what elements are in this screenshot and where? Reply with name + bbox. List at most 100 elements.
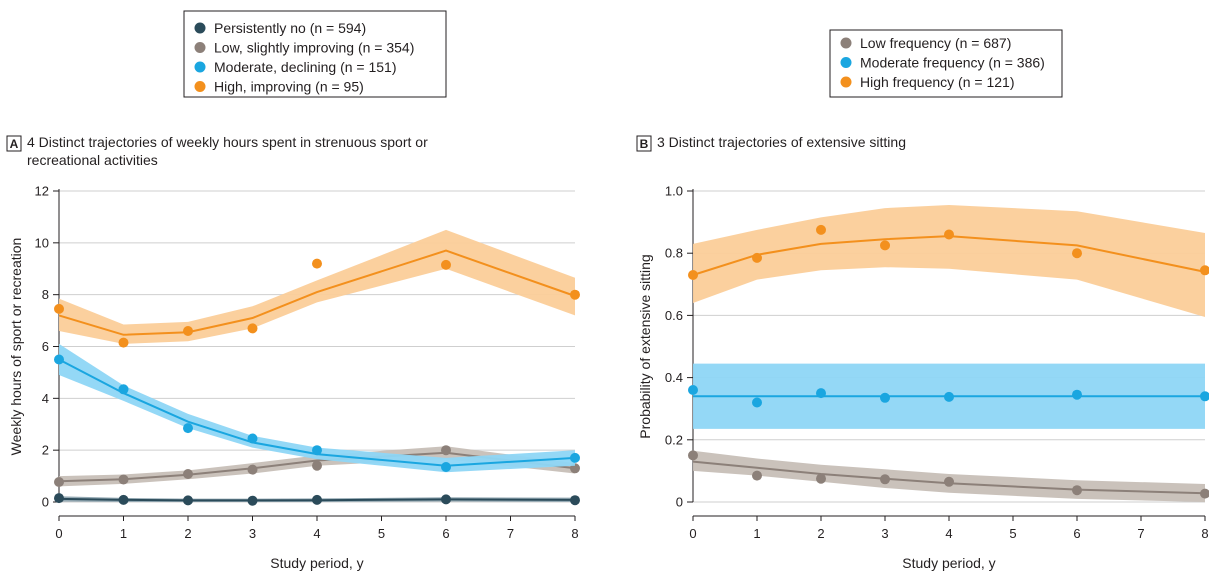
x-tick-label: 0: [689, 526, 696, 541]
panel-badge: [6, 135, 22, 152]
data-point: [441, 445, 451, 456]
x-tick-label: 7: [1137, 526, 1144, 541]
data-point: [752, 397, 762, 408]
x-tick-label: 0: [55, 526, 62, 541]
data-point: [441, 462, 451, 472]
legend-marker: [840, 57, 852, 68]
data-point: [118, 337, 129, 348]
legend-marker: [194, 42, 206, 53]
legend-marker: [194, 81, 206, 92]
chart-title-line: recreational activities: [27, 152, 158, 168]
data-point: [816, 473, 826, 484]
x-axis: 0 1 2 3 4 5 6 7 8: [689, 515, 1209, 541]
legend-box: [829, 29, 1063, 98]
data-point: [570, 495, 580, 506]
legend-marker: [840, 76, 852, 88]
data-point: [688, 270, 698, 280]
data-point: [1072, 248, 1082, 259]
data-point: [247, 323, 258, 334]
chart-panel-b: Low frequency (n = 687) Moderate frequenc…: [636, 29, 1209, 571]
data-point: [247, 464, 258, 475]
panel-letter: B: [640, 137, 649, 151]
data-point: [183, 469, 193, 479]
y-tick-label: 8: [42, 287, 49, 302]
x-tick-label: 8: [1201, 526, 1208, 541]
series-dark: [54, 493, 580, 506]
x-tick-label: 6: [1073, 526, 1080, 541]
y-tick-label: 6: [42, 339, 49, 354]
legend-entry: Low, slightly improving (n = 354): [214, 40, 414, 56]
legend-marker: [194, 22, 206, 34]
data-point: [880, 474, 890, 485]
legend-entry: High, improving (n = 95): [214, 79, 364, 95]
y-tick-label: 0: [676, 495, 683, 510]
confidence-band: [693, 205, 1205, 317]
data-point: [1072, 485, 1082, 496]
data-point: [1072, 389, 1082, 400]
legend: Low frequency (n = 687) Moderate frequenc…: [829, 29, 1063, 98]
data-point: [816, 388, 826, 399]
series-orange: [688, 205, 1209, 317]
data-point: [752, 252, 762, 263]
y-tick-label: 0: [42, 495, 49, 510]
data-point: [441, 494, 451, 505]
data-point: [183, 495, 193, 506]
y-tick-label: 10: [35, 235, 49, 250]
data-point: [247, 433, 258, 444]
legend-entry: Moderate frequency (n = 386): [860, 55, 1045, 71]
data-point: [944, 229, 954, 240]
legend: Persistently no (n = 594) Low, slightly i…: [183, 10, 447, 98]
y-tick-label: 1.0: [665, 184, 683, 199]
legend-entry: High frequency (n = 121): [860, 74, 1014, 90]
y-axis-label: Weekly hours of sport or recreation: [8, 238, 24, 456]
legend-entry: Moderate, declining (n = 151): [214, 59, 397, 75]
data-point: [944, 476, 954, 487]
data-point: [1200, 488, 1209, 499]
x-tick-label: 7: [507, 526, 514, 541]
data-point: [54, 303, 64, 314]
data-point: [880, 392, 890, 403]
chart-panel-a: Persistently no (n = 594) Low, slightly i…: [6, 10, 580, 571]
y-tick-label: 4: [42, 391, 49, 406]
x-tick-label: 2: [184, 526, 191, 541]
data-point: [880, 240, 890, 251]
y-tick-label: 12: [35, 184, 49, 199]
data-point: [441, 259, 451, 270]
legend-entry: Persistently no (n = 594): [214, 20, 366, 36]
legend-marker: [194, 61, 206, 73]
y-axis-label: Probability of extensive sitting: [637, 254, 653, 438]
x-tick-label: 3: [249, 526, 256, 541]
data-point: [312, 494, 322, 505]
x-tick-label: 1: [120, 526, 127, 541]
data-point: [1200, 265, 1209, 276]
series-gray: [54, 445, 580, 487]
panel-letter: A: [10, 137, 19, 151]
data-point: [183, 423, 193, 434]
x-tick-label: 3: [881, 526, 888, 541]
y-tick-label: 0.2: [665, 432, 683, 447]
data-point: [54, 354, 64, 365]
panel-badge: [636, 135, 652, 152]
y-tick-label: 0.8: [665, 246, 683, 261]
confidence-band: [59, 229, 575, 344]
x-tick-label: 4: [945, 526, 952, 541]
data-point: [688, 385, 698, 395]
y-tick-label: 2: [42, 443, 49, 458]
series-gray: [688, 450, 1209, 502]
data-point: [118, 474, 129, 485]
x-tick-label: 2: [817, 526, 824, 541]
data-point: [944, 391, 954, 402]
series-orange: [54, 229, 580, 348]
x-axis: 0 1 2 3 4 5 6 7 8: [55, 515, 579, 541]
data-point: [54, 493, 64, 504]
data-point: [570, 289, 580, 300]
legend-entry: Low frequency (n = 687): [860, 35, 1011, 51]
data-point: [816, 224, 826, 235]
data-point: [752, 470, 762, 481]
x-axis-label: Study period, y: [902, 555, 995, 571]
trend-line: [58, 249, 576, 336]
data-point: [570, 452, 580, 463]
data-point: [688, 450, 698, 461]
confidence-band: [59, 343, 575, 473]
